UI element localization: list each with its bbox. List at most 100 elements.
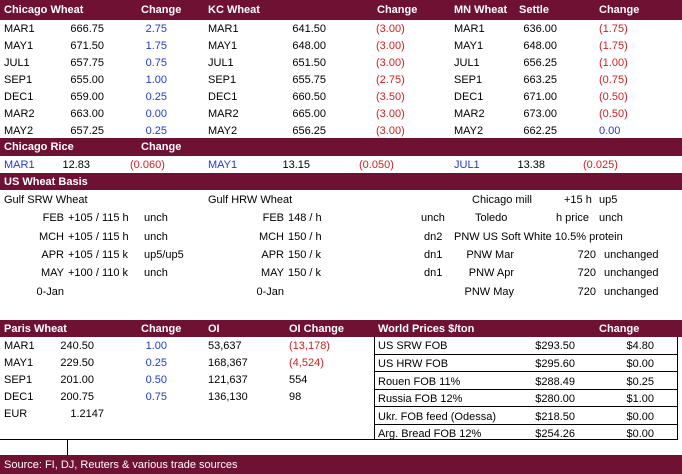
- world-grid-row: [374, 354, 678, 355]
- hrw-month: APR: [261, 249, 284, 261]
- rice-month-1: MAR1: [4, 159, 35, 171]
- paris-change-header: Change: [141, 323, 182, 335]
- kc-price: 665.00: [292, 108, 326, 120]
- kc-month: MAY1: [208, 40, 238, 52]
- kc-month: JUL1: [208, 57, 234, 69]
- chicago-wheat-header: Chicago Wheat: [4, 4, 84, 16]
- world-change: $1.00: [626, 393, 654, 405]
- srw-month: MCH: [38, 231, 64, 243]
- mn-settle-header: Settle: [519, 4, 549, 16]
- mn-month: MAR2: [454, 108, 485, 120]
- paris-oi: 168,367: [208, 357, 248, 369]
- mn-month: MAR1: [454, 23, 485, 35]
- kc-price: 655.75: [292, 74, 326, 86]
- chicago-month: MAR2: [4, 108, 35, 120]
- pnw-month: PNW Mar: [466, 249, 514, 261]
- mn-settle: 656.25: [523, 57, 557, 69]
- eur-value: 1.2147: [70, 408, 104, 420]
- paris-change: 0.25: [145, 357, 167, 369]
- chicago-price: 657.25: [70, 125, 104, 137]
- mn-change: (1.00): [599, 57, 628, 69]
- footer-band: [0, 455, 682, 474]
- hrw-month: MAY: [260, 267, 284, 279]
- kc-month: SEP1: [208, 74, 237, 86]
- paris-oi-header: OI: [208, 323, 220, 335]
- chicago-change: 2.75: [145, 23, 167, 35]
- kc-price: 656.25: [292, 125, 326, 137]
- toledo-label: Toledo: [475, 212, 508, 224]
- pnw-change: unchanged: [604, 286, 659, 298]
- mn-settle: 663.25: [523, 74, 557, 86]
- paris-month: DEC1: [4, 391, 34, 403]
- pnw-month: PNW Apr: [468, 267, 514, 279]
- pnw-value: 720: [577, 267, 596, 279]
- mn-change: (0.50): [599, 108, 628, 120]
- paris-oi: 136,130: [208, 391, 248, 403]
- hrw-month: MCH: [258, 231, 284, 243]
- kc-price: 651.50: [292, 57, 326, 69]
- srw-change: up5/up5: [144, 249, 184, 261]
- chicago-price: 671.50: [70, 40, 104, 52]
- chicago-price: 663.00: [70, 108, 104, 120]
- paris-change: 1.00: [145, 340, 167, 352]
- chicago-price: 659.00: [70, 91, 104, 103]
- world-title: World Prices $/ton: [378, 323, 475, 335]
- chicago-price: 666.75: [70, 23, 104, 35]
- chicago-month: SEP1: [4, 74, 33, 86]
- chicago-change: 0.75: [145, 57, 167, 69]
- kc-change: (3.00): [376, 23, 405, 35]
- pnw-value: 720: [577, 286, 596, 298]
- hrw-basis: 150 / k: [288, 249, 322, 261]
- kc-month: MAR1: [208, 23, 239, 35]
- world-name: Ukr. FOB feed (Odessa): [378, 411, 496, 423]
- world-price: $293.50: [535, 340, 575, 352]
- paris-oi: 121,637: [208, 374, 248, 386]
- srw-month: FEB: [42, 212, 64, 224]
- world-grid-right: [677, 337, 678, 439]
- kc-change: (2.75): [376, 74, 405, 86]
- pnw-value: 720: [577, 249, 596, 261]
- mn-settle: 673.00: [523, 108, 557, 120]
- world-price: $218.50: [535, 411, 575, 423]
- pnw-month: PNW May: [464, 286, 515, 298]
- world-change-header: Change: [599, 323, 640, 335]
- mn-wheat-header: MN Wheat: [454, 4, 508, 16]
- world-name: Arg. Bread FOB 12%: [378, 428, 482, 440]
- kc-price: 648.00: [292, 40, 326, 52]
- srw-change: unch: [144, 231, 168, 243]
- rice-change-3: (0.025): [583, 159, 618, 171]
- srw-basis: +105 / 115 h: [68, 212, 129, 224]
- world-price: $280.00: [535, 393, 575, 405]
- paris-oi-change: 554: [289, 374, 308, 386]
- world-grid-left: [374, 337, 375, 439]
- paris-oi: 53,637: [208, 340, 242, 352]
- chicago-change: 1.75: [145, 40, 167, 52]
- hrw-month: 0-Jan: [256, 286, 284, 298]
- basis-title: US Wheat Basis: [4, 176, 88, 188]
- toledo-change: unch: [599, 212, 623, 224]
- kc-change-header: Change: [377, 4, 418, 16]
- paris-price: 201.00: [60, 374, 94, 386]
- world-change: $4.80: [626, 340, 654, 352]
- mn-change: (1.75): [599, 40, 628, 52]
- mn-settle: 671.00: [523, 91, 557, 103]
- chicago-change: 0.25: [145, 125, 167, 137]
- pnw-change: unchanged: [604, 249, 659, 261]
- paris-change: 0.50: [145, 374, 167, 386]
- mn-change: 0.00: [599, 125, 621, 137]
- rice-price-2: 13.15: [282, 159, 310, 171]
- world-change: $0.00: [626, 428, 654, 440]
- srw-month: 0-Jan: [36, 286, 64, 298]
- paris-title: Paris Wheat: [4, 323, 67, 335]
- kc-wheat-header: KC Wheat: [208, 4, 260, 16]
- world-change: $0.25: [626, 376, 654, 388]
- world-name: US SRW FOB: [378, 340, 448, 352]
- paris-oi-change-header: OI Change: [289, 323, 345, 335]
- mn-month: DEC1: [454, 91, 484, 103]
- footer-source: Source: FI, DJ, Reuters & various trade …: [4, 459, 238, 471]
- chicago-mill-change: up5: [599, 194, 618, 206]
- world-grid-row: [374, 371, 678, 372]
- mn-settle: 648.00: [523, 40, 557, 52]
- pnw-change: unchanged: [604, 267, 659, 279]
- mn-month: MAY2: [454, 125, 484, 137]
